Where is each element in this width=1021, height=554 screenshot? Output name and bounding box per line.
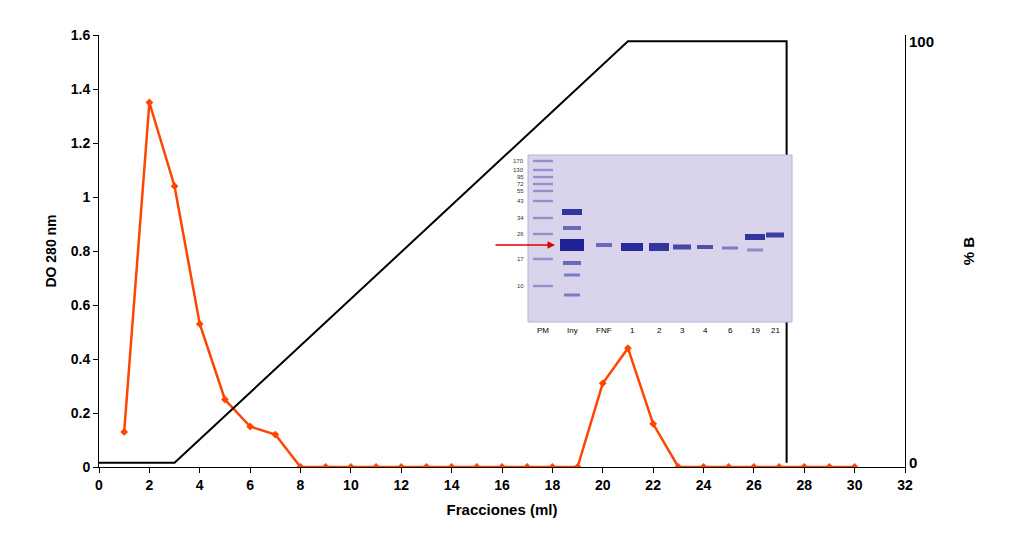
svg-text:PM: PM xyxy=(537,326,549,335)
svg-text:4: 4 xyxy=(703,326,708,335)
svg-text:% B: % B xyxy=(960,237,977,266)
svg-text:34: 34 xyxy=(517,215,524,221)
svg-text:26: 26 xyxy=(746,477,762,493)
svg-text:0.2: 0.2 xyxy=(71,405,91,421)
svg-text:72: 72 xyxy=(517,181,524,187)
svg-text:Fracciones (ml): Fracciones (ml) xyxy=(447,501,558,518)
svg-text:12: 12 xyxy=(393,477,409,493)
svg-text:43: 43 xyxy=(517,198,524,204)
svg-text:14: 14 xyxy=(444,477,460,493)
svg-text:130: 130 xyxy=(513,167,524,173)
svg-text:Iny: Iny xyxy=(567,326,578,335)
svg-text:32: 32 xyxy=(897,477,913,493)
svg-text:16: 16 xyxy=(494,477,510,493)
svg-text:20: 20 xyxy=(595,477,611,493)
svg-text:26: 26 xyxy=(517,231,524,237)
svg-text:3: 3 xyxy=(680,326,685,335)
svg-text:55: 55 xyxy=(517,188,524,194)
svg-text:2: 2 xyxy=(145,477,153,493)
svg-text:0.4: 0.4 xyxy=(71,351,91,367)
svg-text:19: 19 xyxy=(751,326,760,335)
svg-text:FNF: FNF xyxy=(596,326,612,335)
svg-text:10: 10 xyxy=(517,283,524,289)
svg-text:0: 0 xyxy=(909,454,917,471)
svg-text:0.8: 0.8 xyxy=(71,243,91,259)
svg-text:1.2: 1.2 xyxy=(71,135,91,151)
svg-text:DO 280 nm: DO 280 nm xyxy=(43,214,59,287)
svg-text:1: 1 xyxy=(82,189,90,205)
svg-text:6: 6 xyxy=(246,477,254,493)
svg-text:170: 170 xyxy=(513,158,524,164)
svg-text:1: 1 xyxy=(630,326,635,335)
svg-text:22: 22 xyxy=(645,477,661,493)
svg-text:21: 21 xyxy=(771,326,780,335)
svg-text:2: 2 xyxy=(657,326,662,335)
svg-text:6: 6 xyxy=(728,326,733,335)
svg-text:1.4: 1.4 xyxy=(71,81,91,97)
svg-text:24: 24 xyxy=(696,477,712,493)
svg-text:10: 10 xyxy=(343,477,359,493)
svg-text:28: 28 xyxy=(796,477,812,493)
svg-text:0: 0 xyxy=(95,477,103,493)
svg-text:18: 18 xyxy=(545,477,561,493)
svg-text:100: 100 xyxy=(909,33,934,50)
svg-text:8: 8 xyxy=(297,477,305,493)
svg-text:1.6: 1.6 xyxy=(71,27,91,43)
svg-text:0: 0 xyxy=(82,459,90,475)
svg-text:30: 30 xyxy=(847,477,863,493)
svg-text:17: 17 xyxy=(517,256,524,262)
svg-text:0.6: 0.6 xyxy=(71,297,91,313)
svg-text:95: 95 xyxy=(517,174,524,180)
svg-text:4: 4 xyxy=(196,477,204,493)
